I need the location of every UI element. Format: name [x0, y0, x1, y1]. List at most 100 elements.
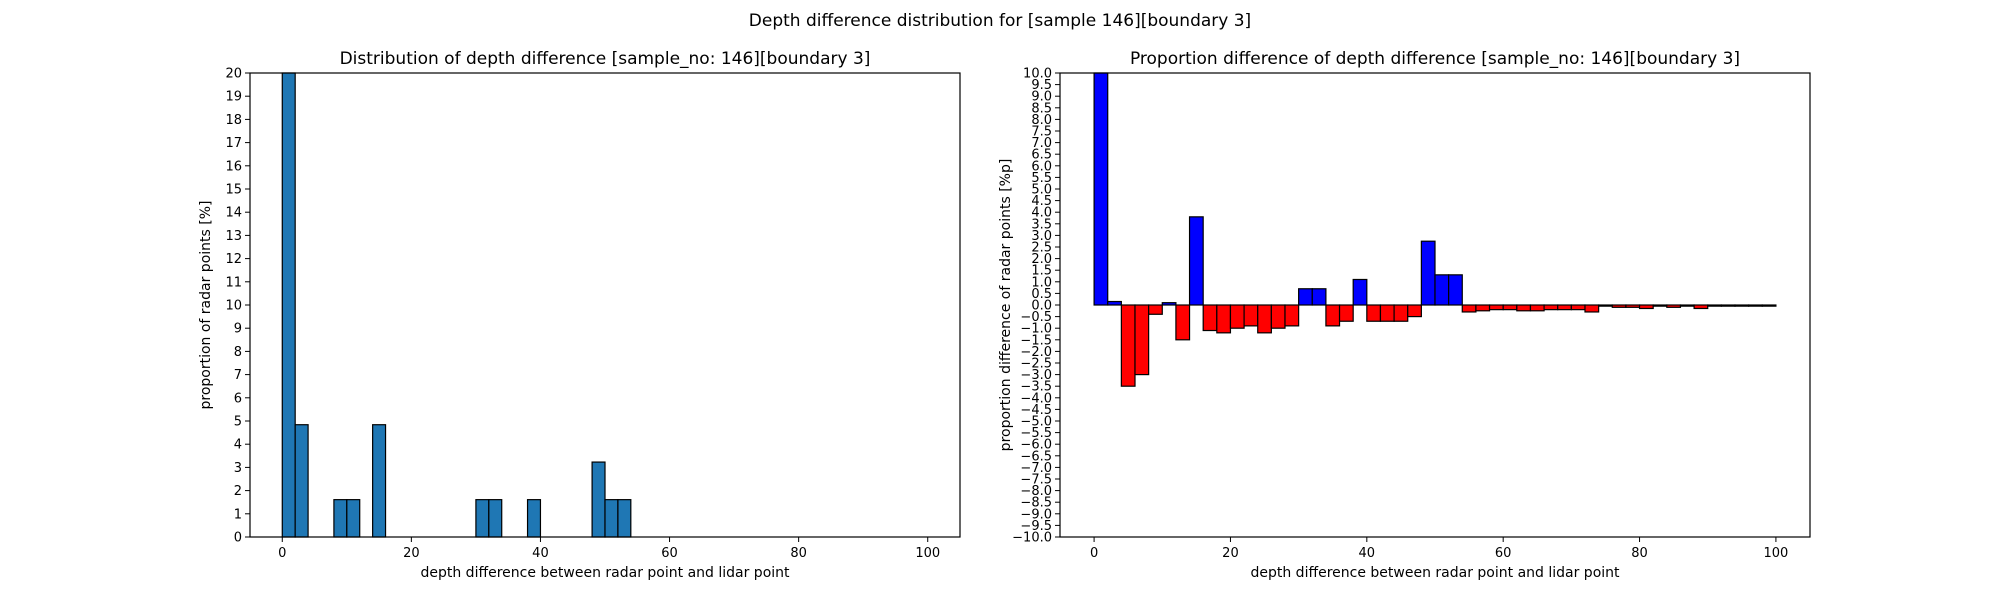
y-tick-label: 3.5: [1031, 217, 1052, 232]
right-chart-bars: [1093, 72, 1777, 387]
x-tick-label: 60: [1495, 546, 1512, 561]
y-tick-label: 18: [225, 113, 242, 128]
y-tick-label: 1: [234, 507, 242, 522]
x-tick-label: 100: [1763, 546, 1788, 561]
y-tick-label: 19: [225, 90, 242, 105]
y-tick-label: 2.0: [1031, 252, 1052, 267]
x-tick-label: 40: [532, 546, 549, 561]
y-tick-label: 3.0: [1031, 229, 1052, 244]
bar: [1175, 304, 1191, 341]
bar: [1407, 304, 1422, 318]
y-tick-label: 12: [225, 252, 242, 267]
x-tick-label: 80: [1631, 546, 1648, 561]
bar: [1093, 72, 1109, 306]
y-tick-label: −4.5: [1020, 403, 1052, 418]
x-tick-label: 0: [278, 546, 286, 561]
y-tick-label: 7: [234, 368, 242, 383]
y-tick-label: 17: [225, 136, 242, 151]
bar: [1543, 304, 1559, 311]
x-tick-label: 60: [661, 546, 678, 561]
bar: [475, 499, 490, 538]
bar: [488, 499, 503, 538]
y-tick-label: −3.0: [1020, 368, 1052, 383]
y-tick-label: −9.5: [1020, 519, 1052, 534]
left-chart-xlabel: depth difference between radar point and…: [420, 565, 790, 581]
bar: [604, 499, 619, 538]
bar: [1188, 216, 1204, 306]
bar: [591, 461, 606, 538]
left-chart-axes: 0 20 40 60 80 1000123456789101112131415161718…: [225, 67, 961, 561]
y-tick-label: −8.5: [1020, 496, 1052, 511]
bar: [1229, 304, 1245, 329]
y-tick-label: 10: [225, 299, 242, 314]
y-tick-label: 3: [234, 461, 242, 476]
bar: [1693, 304, 1709, 310]
bar: [1366, 304, 1382, 322]
bar: [1420, 240, 1436, 306]
bar: [1311, 288, 1327, 306]
bar: [1529, 304, 1545, 312]
x-tick-label: 20: [1222, 546, 1239, 561]
y-tick-label: 5.0: [1031, 183, 1052, 198]
y-tick-label: 8: [234, 345, 242, 360]
left-histogram-chart: Distribution of depth difference [sample…: [198, 49, 961, 581]
y-tick-label: 0.5: [1031, 287, 1052, 302]
left-chart-bars: [281, 72, 632, 538]
bar: [1257, 304, 1272, 334]
y-tick-label: 8.5: [1031, 101, 1052, 116]
right-chart-axes: 0 20 40 60 80 100 −10.0−9.5−9.0−8.5−8.0−7.5−7.…: [1012, 67, 1811, 561]
y-tick-label: 4: [234, 438, 242, 453]
y-tick-label: −8.0: [1020, 484, 1052, 499]
bar: [1393, 304, 1409, 322]
y-tick-label: 16: [225, 159, 242, 174]
y-tick-label: −1.0: [1020, 322, 1052, 337]
y-tick-label: 7.0: [1031, 136, 1052, 151]
bar: [1475, 304, 1491, 312]
bar: [1720, 304, 1736, 307]
y-tick-label: 9: [234, 322, 242, 337]
y-tick-label: 1.0: [1031, 275, 1052, 290]
y-tick-label: −4.0: [1020, 391, 1052, 406]
bar: [1134, 304, 1150, 376]
bar: [1748, 304, 1763, 307]
x-tick-label: 0: [1090, 546, 1098, 561]
bar: [1448, 274, 1463, 306]
bar: [1502, 304, 1518, 311]
bar: [1202, 304, 1218, 332]
y-tick-label: 5.5: [1031, 171, 1052, 186]
bar: [1461, 304, 1477, 313]
y-tick-label: 11: [225, 275, 242, 290]
x-tick-label: 40: [1359, 546, 1376, 561]
bar: [281, 72, 296, 538]
right-chart-title: Proportion difference of depth differenc…: [1130, 49, 1740, 69]
y-tick-label: 6: [234, 391, 242, 406]
y-tick-label: 2.5: [1031, 241, 1052, 256]
bar: [1679, 304, 1695, 307]
bar: [1598, 304, 1613, 307]
bar: [1148, 304, 1163, 315]
bar: [1761, 304, 1777, 307]
y-tick-label: −6.5: [1020, 449, 1052, 464]
bar: [1120, 304, 1136, 387]
bar: [1379, 304, 1395, 322]
bar: [526, 499, 542, 538]
bar: [1570, 304, 1586, 311]
y-tick-label: −0.5: [1020, 310, 1052, 325]
y-tick-label: −7.5: [1020, 473, 1052, 488]
y-tick-label: −7.0: [1020, 461, 1052, 476]
x-tick-label: 100: [915, 546, 940, 561]
right-difference-chart: Proportion difference of depth differenc…: [998, 49, 1811, 581]
bar: [1516, 304, 1532, 312]
y-tick-label: −2.5: [1020, 357, 1052, 372]
bar: [1734, 304, 1750, 307]
bar: [1284, 304, 1300, 327]
left-chart-title: Distribution of depth difference [sample…: [340, 49, 871, 69]
bar: [372, 424, 387, 538]
bar: [1584, 304, 1600, 313]
bar: [1638, 304, 1654, 310]
y-tick-label: −6.0: [1020, 438, 1052, 453]
y-tick-label: −5.0: [1020, 415, 1052, 430]
bar: [294, 424, 309, 538]
bar: [1625, 304, 1641, 308]
